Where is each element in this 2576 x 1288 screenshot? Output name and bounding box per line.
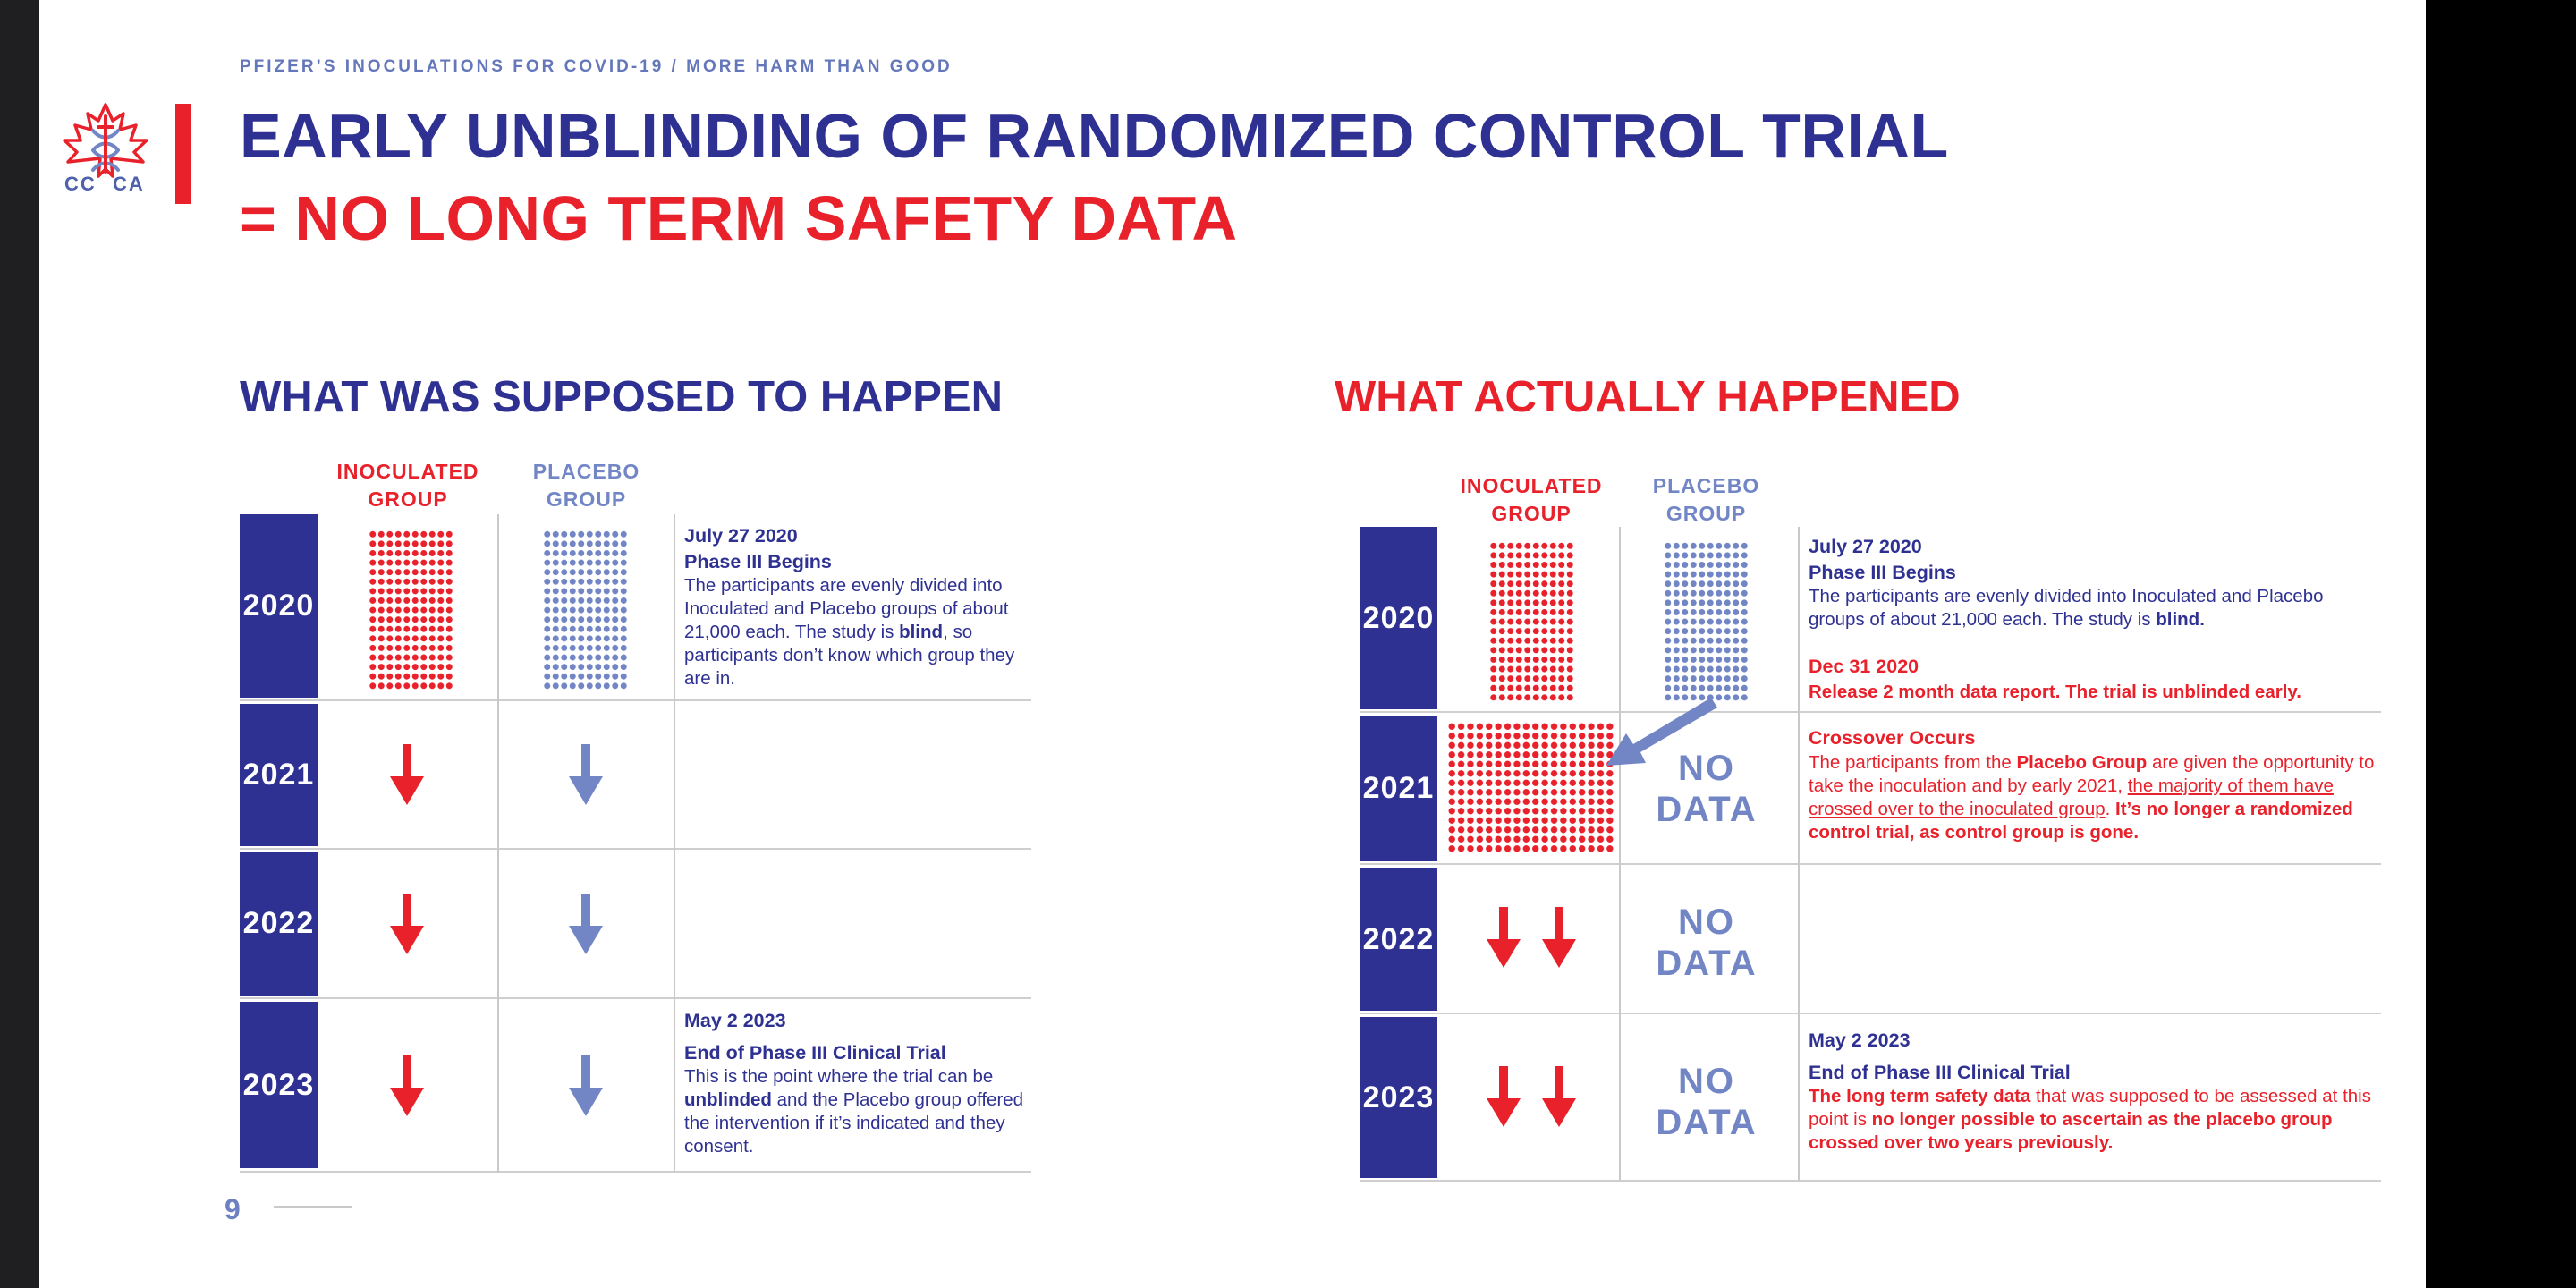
- left-section-heading: WHAT WAS SUPPOSED TO HAPPEN: [240, 373, 1004, 421]
- no-data-label-2021: NO DATA: [1656, 749, 1758, 829]
- no-data-label-2023: NO DATA: [1656, 1062, 1758, 1142]
- sword-icon: [97, 114, 114, 174]
- right-row-divider: [1360, 1013, 2381, 1014]
- left-placebo-arrow-2022: [569, 894, 603, 954]
- page-number: 9: [225, 1193, 241, 1225]
- left-inoculated-dot-grid-2020: [369, 530, 453, 691]
- left-year-2022: 2022: [240, 852, 318, 996]
- right-inoculated-dot-grid-2020: [1489, 541, 1574, 702]
- note-body: The participants are evenly divided into…: [1809, 586, 2324, 631]
- logo-text-ca: CA: [113, 173, 145, 193]
- no-data-label-2022: NO DATA: [1656, 902, 1758, 983]
- left-col-header-placebo: PLACEBO GROUP: [532, 460, 640, 512]
- left-inoculated-arrow-2022: [390, 894, 424, 954]
- note-heading: Phase III Begins: [1809, 561, 1956, 583]
- right-note-2020: July 27 2020 Phase III Begins The partic…: [1809, 535, 2377, 704]
- note-body: The long term safety data that was suppo…: [1809, 1086, 2371, 1154]
- left-inoculated-arrow-2023: [390, 1055, 424, 1116]
- note-heading: Phase III Begins: [684, 550, 832, 572]
- left-note-2020: July 27 2020 Phase III Begins The partic…: [684, 524, 1035, 691]
- left-placebo-arrow-2023: [569, 1055, 603, 1116]
- note-date: July 27 2020: [1809, 536, 1922, 557]
- left-year-2023: 2023: [240, 1002, 318, 1168]
- left-year-2021: 2021: [240, 704, 318, 846]
- right-inoculated-arrow-2022-a: [1487, 907, 1521, 968]
- title-accent-bar: [175, 104, 191, 204]
- left-edge-strip: [0, 0, 39, 1288]
- right-year-2023: 2023: [1360, 1017, 1437, 1178]
- left-row-divider: [240, 848, 1031, 850]
- left-row-divider: [240, 1171, 1031, 1173]
- left-row-divider: [240, 997, 1031, 999]
- left-col-divider: [674, 514, 675, 1173]
- logo-text-cc: CC: [64, 173, 97, 193]
- slide-kicker: PFIZER’S INOCULATIONS FOR COVID-19 / MOR…: [240, 57, 953, 76]
- presentation-slide: PFIZER’S INOCULATIONS FOR COVID-19 / MOR…: [39, 0, 2426, 1288]
- right-year-2022: 2022: [1360, 868, 1437, 1011]
- right-section-heading: WHAT ACTUALLY HAPPENED: [1335, 373, 1961, 421]
- note-date: Dec 31 2020: [1809, 656, 1919, 678]
- right-placebo-dot-grid-2020: [1664, 541, 1749, 702]
- left-year-2020: 2020: [240, 514, 318, 698]
- right-year-2020: 2020: [1360, 527, 1437, 709]
- right-inoculated-dot-grid-2021: [1447, 722, 1614, 853]
- note-heading: Crossover Occurs: [1809, 727, 1976, 749]
- left-col-header-inoculated: INOCULATED GROUP: [336, 460, 479, 512]
- right-col-divider: [1798, 527, 1800, 1181]
- note-heading: End of Phase III Clinical Trial: [1809, 1061, 2071, 1083]
- left-row-divider: [240, 699, 1031, 701]
- android-nav-bar: [2426, 0, 2576, 1288]
- left-inoculated-arrow-2021: [390, 744, 424, 805]
- crossover-arrow-icon: [1606, 698, 1717, 766]
- note-date: July 27 2020: [684, 525, 798, 547]
- note-body: This is the point where the trial can be…: [684, 1066, 1024, 1157]
- note-body: The participants are evenly divided into…: [684, 575, 1015, 690]
- right-year-2021: 2021: [1360, 716, 1437, 861]
- right-col-divider: [1619, 527, 1621, 1181]
- left-note-2023: May 2 2023 End of Phase III Clinical Tri…: [684, 1009, 1035, 1158]
- right-inoculated-arrow-2023-a: [1487, 1066, 1521, 1127]
- right-col-header-placebo: PLACEBO GROUP: [1652, 474, 1760, 526]
- right-note-2021: Crossover Occurs The participants from t…: [1809, 726, 2381, 844]
- left-col-divider: [497, 514, 499, 1173]
- note-heading: End of Phase III Clinical Trial: [684, 1041, 946, 1063]
- right-row-divider: [1360, 1180, 2381, 1182]
- left-placebo-arrow-2021: [569, 744, 603, 805]
- ccca-logo: CC CA: [63, 103, 148, 193]
- slide-title: EARLY UNBLINDING OF RANDOMIZED CONTROL T…: [240, 95, 1949, 259]
- note-date: May 2 2023: [684, 1010, 786, 1031]
- right-row-divider: [1360, 863, 2381, 865]
- right-col-header-inoculated: INOCULATED GROUP: [1460, 474, 1603, 526]
- right-row-divider: [1360, 711, 2381, 713]
- note-date: May 2 2023: [1809, 1030, 1911, 1051]
- left-placebo-dot-grid-2020: [543, 530, 628, 691]
- right-inoculated-arrow-2022-b: [1542, 907, 1576, 968]
- right-inoculated-arrow-2023-b: [1542, 1066, 1576, 1127]
- note-body: Release 2 month data report. The trial i…: [1809, 681, 2301, 702]
- note-body: The participants from the Placebo Group …: [1809, 751, 2375, 843]
- right-note-2023: May 2 2023 End of Phase III Clinical Tri…: [1809, 1029, 2381, 1155]
- footer-line: [274, 1206, 352, 1208]
- title-line-2: = NO LONG TERM SAFETY DATA: [240, 183, 1238, 253]
- title-line-1: EARLY UNBLINDING OF RANDOMIZED CONTROL T…: [240, 101, 1949, 171]
